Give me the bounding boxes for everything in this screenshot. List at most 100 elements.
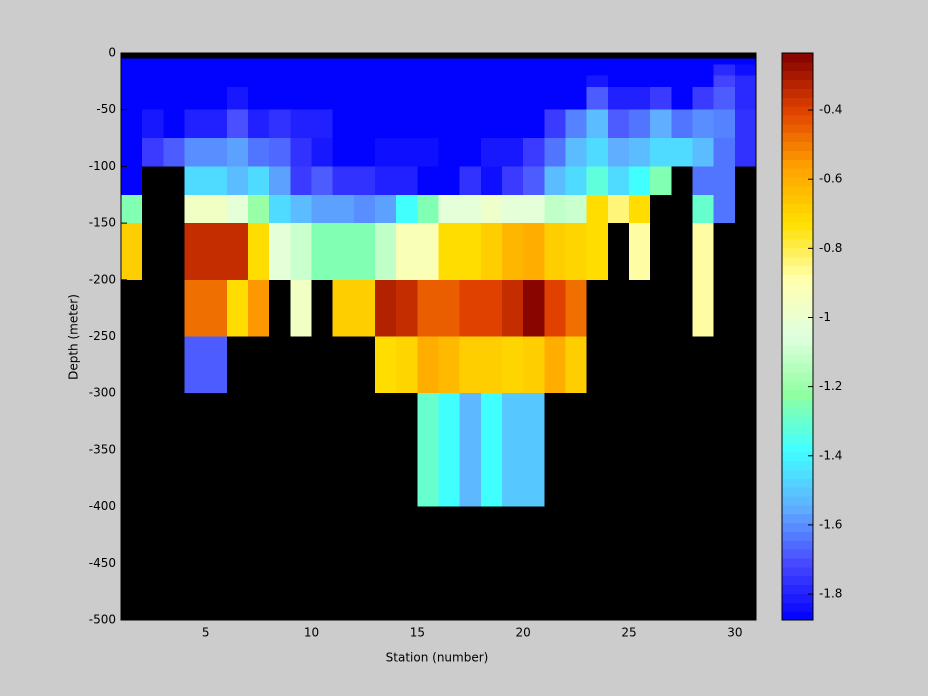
heat-cell xyxy=(650,109,672,139)
colorbar-swatch xyxy=(782,159,813,169)
heat-cell xyxy=(205,75,227,88)
heat-cell xyxy=(205,87,227,110)
y-tick-label: -50 xyxy=(96,102,116,116)
heat-cell xyxy=(290,138,312,167)
heat-cell xyxy=(332,166,354,195)
heat-cell xyxy=(480,109,502,139)
heat-cell xyxy=(502,279,524,337)
heat-cell xyxy=(396,279,418,337)
heat-cell xyxy=(544,109,566,139)
colorbar-swatch xyxy=(782,327,813,337)
heat-cell xyxy=(607,194,629,224)
x-tick-label: 20 xyxy=(516,626,531,640)
heat-cell xyxy=(226,109,248,139)
heat-cell xyxy=(734,75,756,88)
heat-cell xyxy=(163,87,185,110)
heat-cell xyxy=(607,138,629,167)
colorbar-swatch xyxy=(782,504,813,515)
colorbar-swatch xyxy=(782,407,813,417)
heat-cell xyxy=(311,138,333,167)
colorbar-swatch xyxy=(782,460,813,470)
heat-cell xyxy=(650,166,672,195)
y-tick-label: -400 xyxy=(89,499,116,513)
heat-cell xyxy=(692,279,714,337)
heat-cell xyxy=(375,138,397,167)
heat-cell xyxy=(480,75,502,88)
heat-cell xyxy=(650,58,672,65)
heat-cell xyxy=(205,194,227,224)
heat-cell xyxy=(629,75,651,88)
colorbar-swatch xyxy=(782,141,813,151)
heat-cell xyxy=(184,166,206,195)
heat-cell xyxy=(248,64,270,76)
heat-cell xyxy=(565,336,587,394)
colorbar-swatch xyxy=(782,442,813,453)
heat-cell xyxy=(607,58,629,65)
y-tick-label: -150 xyxy=(89,216,116,230)
heat-cell xyxy=(586,194,608,224)
heat-cell xyxy=(396,87,418,110)
heat-cell xyxy=(607,64,629,76)
heat-cell xyxy=(544,64,566,76)
heat-cell xyxy=(713,138,735,167)
heat-cell xyxy=(184,109,206,139)
heat-cell xyxy=(480,393,502,507)
colorbar-swatch xyxy=(782,239,813,249)
heat-cell xyxy=(565,75,587,88)
heat-cell xyxy=(459,75,481,88)
colorbar-swatch xyxy=(782,256,813,267)
heat-cell xyxy=(375,109,397,139)
heat-cell xyxy=(480,336,502,394)
heat-cell xyxy=(438,109,460,139)
heat-cell xyxy=(142,138,164,167)
colorbar-swatch xyxy=(782,469,813,479)
heat-cell xyxy=(184,279,206,337)
colorbar-swatch xyxy=(782,70,813,81)
heat-cell xyxy=(353,138,375,167)
heat-cell xyxy=(417,393,439,507)
colorbar-swatch xyxy=(782,150,813,160)
heat-cell xyxy=(375,336,397,394)
heat-cell xyxy=(523,393,545,507)
heat-cell xyxy=(692,64,714,76)
heat-cell xyxy=(713,194,735,224)
heat-cell xyxy=(502,58,524,65)
heat-cell xyxy=(311,166,333,195)
heat-cell xyxy=(248,109,270,139)
heat-cell xyxy=(502,393,524,507)
heat-cell xyxy=(142,109,164,139)
heat-cell xyxy=(713,58,735,65)
heat-cell xyxy=(121,223,143,280)
colorbar-swatch xyxy=(782,221,813,231)
heat-cell xyxy=(692,87,714,110)
heat-cell xyxy=(353,279,375,337)
heat-cell xyxy=(142,58,164,65)
heat-cell xyxy=(290,87,312,110)
heat-cell xyxy=(565,87,587,110)
heat-cell xyxy=(607,87,629,110)
heat-cell xyxy=(523,194,545,224)
x-tick-label: 5 xyxy=(202,626,210,640)
heat-cell xyxy=(121,166,143,195)
y-tick-label: -250 xyxy=(89,329,116,343)
heat-cell xyxy=(480,138,502,167)
heat-cell xyxy=(586,75,608,88)
heat-cell xyxy=(205,58,227,65)
heat-cell xyxy=(502,166,524,195)
heat-cell xyxy=(396,166,418,195)
colorbar-swatch xyxy=(782,389,813,400)
heat-cell xyxy=(480,87,502,110)
colorbar-tick-label: -1.4 xyxy=(819,448,842,462)
colorbar-swatch xyxy=(782,203,813,213)
heat-cell xyxy=(502,87,524,110)
heat-cell xyxy=(438,194,460,224)
colorbar-swatch xyxy=(782,318,813,329)
heat-cell xyxy=(671,87,693,110)
heat-cell xyxy=(375,223,397,280)
heat-cell xyxy=(163,109,185,139)
heat-cell xyxy=(311,58,333,65)
heat-cell xyxy=(396,109,418,139)
heat-cell xyxy=(629,109,651,139)
heat-cell xyxy=(713,109,735,139)
colorbar-frame xyxy=(781,52,814,621)
